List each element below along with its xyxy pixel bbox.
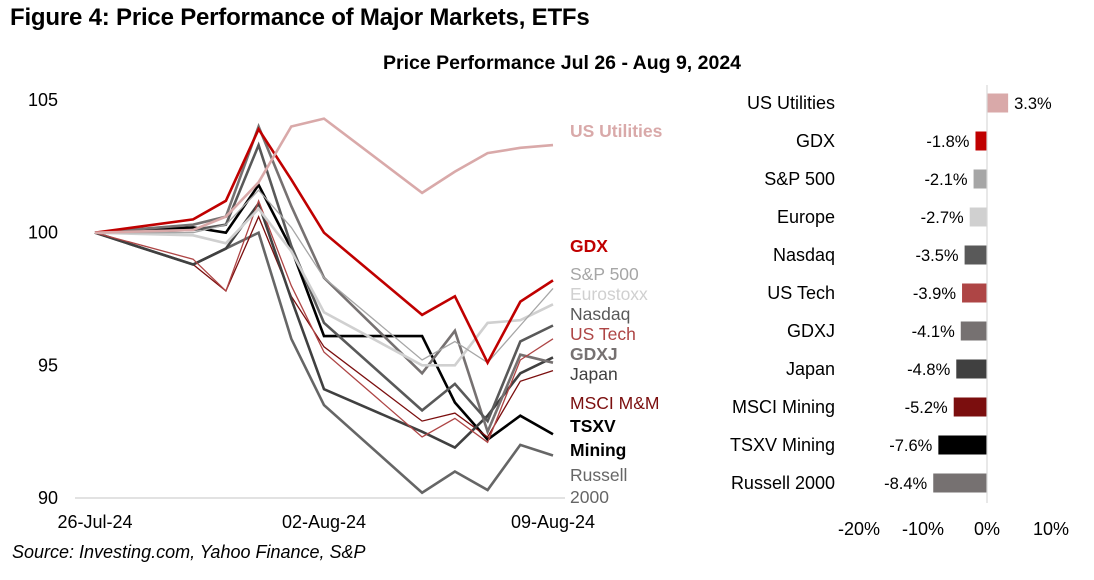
series-labels: US Utilities GDX S&P 500EurostoxxNasdaqUS … xyxy=(570,121,663,507)
line-chart: 90 95 100 105 26-Jul-24 02-Aug-24 09-Aug-24 U… xyxy=(28,90,663,532)
series-line-tsxv-mining xyxy=(94,182,554,442)
bar-value-labels: 3.3% -1.8% -2.1% -2.7% -3.5% -3.9% -4.1% -4.8% -… xyxy=(884,95,1052,493)
source-note: Source: Investing.com, Yahoo Finance, S&… xyxy=(12,542,366,562)
y-tick-label: 105 xyxy=(28,90,58,110)
bar-category-europe: Europe xyxy=(777,207,835,227)
chart-title: Price Performance Jul 26 - Aug 9, 2024 xyxy=(382,52,742,74)
bar-value-label: -2.7% xyxy=(921,209,964,227)
series-label-japan: Japan xyxy=(570,364,618,384)
bar-s-p-500 xyxy=(973,169,987,189)
series-label-us-utilities: US Utilities xyxy=(570,121,663,141)
bar-category-nasdaq: Nasdaq xyxy=(773,245,835,265)
bar-us-utilities xyxy=(987,93,1009,113)
series-label-us-tech: US Tech xyxy=(570,324,636,344)
series-line-us-utilities xyxy=(94,117,554,234)
y-tick-label: 90 xyxy=(38,488,58,508)
bar-value-label: -8.4% xyxy=(884,475,927,493)
bars xyxy=(933,93,1009,493)
series-line-nasdaq xyxy=(94,141,554,424)
x-tick-label: 26-Jul-24 xyxy=(57,512,132,532)
bar-gdxj xyxy=(960,321,987,341)
bar-x-tick-label: -10% xyxy=(902,519,944,539)
series-label-gdxj: GDXJ xyxy=(570,344,618,364)
bar-category-us-utilities: US Utilities xyxy=(747,93,835,113)
series-line-s-p-500 xyxy=(95,189,554,364)
bar-x-tick-label: 0% xyxy=(974,519,1000,539)
series-label-tsxv-mining: Mining xyxy=(570,440,626,460)
bar-value-label: -5.2% xyxy=(905,399,948,417)
bar-value-label: -2.1% xyxy=(924,171,967,189)
bar-msci-mining xyxy=(953,397,987,417)
y-axis: 90 95 100 105 xyxy=(28,90,565,508)
x-tick-label: 09-Aug-24 xyxy=(511,512,595,532)
bar-chart: US Utilities GDX S&P 500 Europe Nasdaq US Tec… xyxy=(730,85,1069,539)
bar-category-labels: US Utilities GDX S&P 500 Europe Nasdaq US Tec… xyxy=(730,93,835,493)
series-label-tsxv-mining: TSXV xyxy=(570,416,616,436)
y-tick-label: 100 xyxy=(28,223,58,243)
bar-value-label: -7.6% xyxy=(889,437,932,455)
bar-x-tick-label: 10% xyxy=(1033,519,1069,539)
x-axis: 26-Jul-24 02-Aug-24 09-Aug-24 xyxy=(57,512,595,532)
series-label-gdx: GDX xyxy=(570,236,608,256)
bar-europe xyxy=(969,207,987,227)
series-lines xyxy=(94,117,554,495)
series-label-eurostoxx: Eurostoxx xyxy=(570,284,648,304)
bar-category-russell-2000: Russell 2000 xyxy=(731,473,835,493)
bar-category-gdx: GDX xyxy=(796,131,835,151)
bar-category-japan: Japan xyxy=(786,359,835,379)
series-line-gdx xyxy=(94,126,554,366)
bar-nasdaq xyxy=(964,245,987,265)
bar-value-label: -1.8% xyxy=(926,133,969,151)
series-line-russell-2000 xyxy=(94,230,554,495)
bar-category-s-p-500: S&P 500 xyxy=(764,169,835,189)
bar-japan xyxy=(956,359,987,379)
series-label-s-p-500: S&P 500 xyxy=(570,264,639,284)
bar-value-label: -3.5% xyxy=(915,247,958,265)
figure-title: Figure 4: Price Performance of Major Mar… xyxy=(10,4,590,31)
bar-category-msci-mining: MSCI Mining xyxy=(732,397,835,417)
series-label-msci-m-m: MSCI M&M xyxy=(570,393,659,413)
bar-gdx xyxy=(975,131,987,151)
bar-category-us-tech: US Tech xyxy=(767,283,835,303)
series-line-japan xyxy=(94,200,554,450)
bar-tsxv-mining xyxy=(938,435,987,455)
bar-value-label: 3.3% xyxy=(1014,95,1052,113)
bar-value-label: -4.8% xyxy=(907,361,950,379)
bar-value-label: -3.9% xyxy=(913,285,956,303)
bar-x-tick-label: -20% xyxy=(838,519,880,539)
series-label-nasdaq: Nasdaq xyxy=(570,304,630,324)
series-line-msci-m-m xyxy=(94,215,554,438)
bar-x-axis: -20% -10% 0% 10% xyxy=(838,85,1069,539)
series-label-russell-2000: 2000 xyxy=(570,487,609,507)
bar-category-tsxv-mining: TSXV Mining xyxy=(730,435,835,455)
series-line-eurostoxx xyxy=(94,206,554,367)
bar-value-label: -4.1% xyxy=(912,323,955,341)
y-tick-label: 95 xyxy=(38,355,58,375)
bar-russell-2000 xyxy=(933,473,987,493)
series-label-russell-2000: Russell xyxy=(570,465,627,485)
series-line-us-tech xyxy=(94,198,554,444)
bar-category-gdxj: GDXJ xyxy=(787,321,835,341)
bar-us-tech xyxy=(962,283,987,303)
x-tick-label: 02-Aug-24 xyxy=(282,512,366,532)
